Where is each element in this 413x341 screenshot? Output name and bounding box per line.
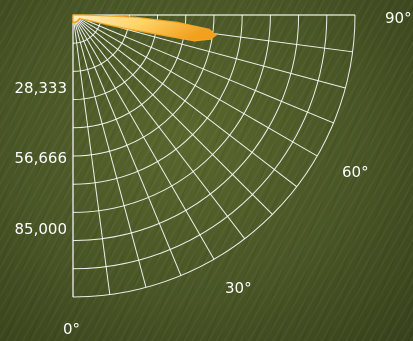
axis-labels: 28,333 56,666 85,000 0° 30° 60° 90° bbox=[15, 9, 412, 338]
series-point bbox=[84, 14, 87, 16]
angular-tick-label: 30° bbox=[225, 279, 252, 297]
grid-spoke bbox=[72, 14, 147, 288]
grid-spoke bbox=[72, 14, 111, 295]
grid-spoke bbox=[72, 14, 318, 157]
radial-tick-label: 85,000 bbox=[15, 220, 68, 238]
angular-tick-label: 60° bbox=[342, 163, 369, 181]
series-layer bbox=[72, 14, 217, 42]
radial-tick-label: 28,333 bbox=[15, 79, 68, 97]
series-point bbox=[105, 23, 108, 26]
grid-spoke bbox=[72, 14, 334, 124]
grid-spoke bbox=[72, 14, 182, 276]
series-point bbox=[91, 20, 93, 23]
angular-tick-label: 90° bbox=[385, 9, 412, 27]
series-point bbox=[78, 17, 81, 20]
radial-tick-label: 56,666 bbox=[15, 149, 68, 167]
grid-spoke bbox=[72, 14, 298, 188]
series-point bbox=[81, 18, 83, 21]
series-point bbox=[209, 38, 211, 40]
grid-spoke bbox=[72, 14, 273, 215]
series-point bbox=[208, 28, 210, 31]
series-point bbox=[134, 16, 136, 19]
series-point bbox=[215, 34, 217, 36]
series-point bbox=[176, 21, 179, 24]
angular-tick-label: 0° bbox=[63, 320, 80, 338]
grid-spoke bbox=[72, 14, 246, 240]
grid-spoke bbox=[72, 14, 215, 260]
series-point bbox=[132, 29, 135, 31]
polar-grid bbox=[72, 14, 356, 298]
series-point bbox=[86, 19, 88, 21]
series-point bbox=[193, 40, 196, 42]
